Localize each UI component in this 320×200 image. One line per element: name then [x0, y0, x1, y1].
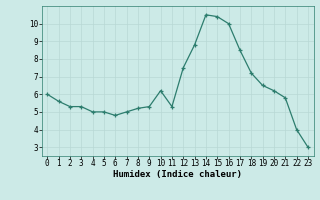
X-axis label: Humidex (Indice chaleur): Humidex (Indice chaleur)	[113, 170, 242, 179]
